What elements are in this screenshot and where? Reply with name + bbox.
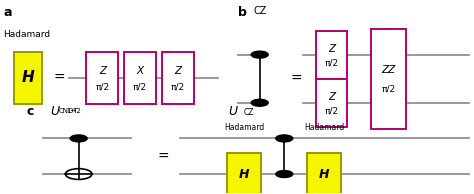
Text: Hadamard: Hadamard [304,123,345,132]
Text: =: = [54,71,65,85]
Text: CNOT: CNOT [59,108,79,114]
Text: ZZ: ZZ [381,65,395,75]
Text: CZ: CZ [254,6,267,16]
FancyBboxPatch shape [316,30,347,79]
FancyBboxPatch shape [227,153,261,194]
FancyBboxPatch shape [371,29,406,129]
Text: Hadamard: Hadamard [224,123,264,132]
Text: c: c [27,105,34,118]
FancyBboxPatch shape [316,79,347,127]
Text: X: X [137,67,144,76]
Text: =: = [290,72,302,86]
FancyBboxPatch shape [308,153,341,194]
Circle shape [276,135,293,142]
Circle shape [70,135,87,142]
Text: H: H [319,168,330,181]
FancyBboxPatch shape [124,52,156,104]
FancyBboxPatch shape [14,52,42,104]
Text: π/2: π/2 [325,59,338,68]
Text: Z: Z [99,67,106,76]
Text: H: H [239,168,249,181]
Text: b: b [238,6,247,19]
Text: Hadamard: Hadamard [3,30,50,39]
Text: Z: Z [328,44,335,54]
Text: Z: Z [328,92,335,102]
FancyBboxPatch shape [162,52,194,104]
Text: =: = [158,150,170,164]
Text: $U$: $U$ [50,105,61,118]
Text: Z: Z [174,67,182,76]
Text: CZ: CZ [243,108,254,117]
Circle shape [251,99,268,106]
Text: π/2: π/2 [325,107,338,116]
Text: π/2: π/2 [95,83,109,92]
FancyBboxPatch shape [86,52,118,104]
Text: a: a [3,6,11,19]
Circle shape [65,169,92,179]
Text: 1→2: 1→2 [66,108,81,114]
Text: π/2: π/2 [381,85,395,94]
Text: $U$: $U$ [228,105,238,118]
Text: π/2: π/2 [133,83,147,92]
Text: π/2: π/2 [171,83,185,92]
Text: H: H [22,70,35,85]
Circle shape [251,51,268,58]
Circle shape [276,171,293,178]
